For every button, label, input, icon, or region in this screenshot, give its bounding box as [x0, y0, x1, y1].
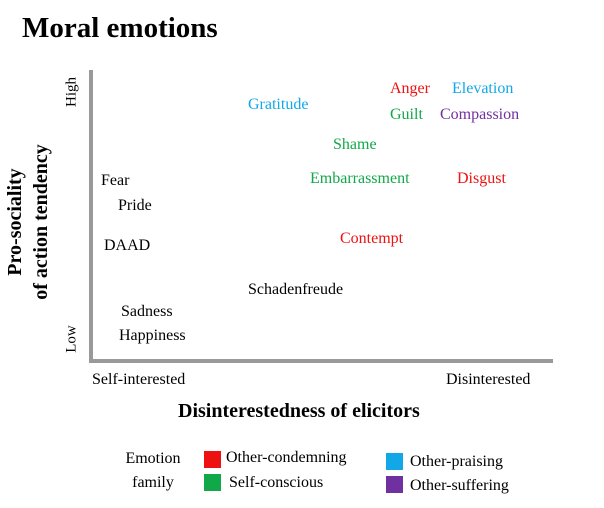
legend-title-line1: Emotion	[125, 450, 181, 467]
legend-title-line2: family	[132, 474, 174, 491]
emotion-embarrassment: Embarrassment	[310, 170, 410, 187]
emotion-elevation: Elevation	[452, 80, 514, 97]
legend-label-other-condemning: Other-condemning	[226, 449, 347, 466]
emotion-compassion: Compassion	[440, 106, 520, 123]
legend-swatch-other-praising	[386, 453, 403, 470]
emotion-contempt: Contempt	[340, 230, 404, 247]
emotion-schadenfreude: Schadenfreude	[248, 281, 344, 298]
emotion-disgust: Disgust	[457, 170, 506, 187]
legend-swatch-other-condemning	[204, 451, 221, 468]
legend-swatch-other-suffering	[386, 476, 403, 493]
emotion-gratitude: Gratitude	[248, 96, 309, 113]
x-axis-line	[89, 359, 553, 363]
x-axis-label: Disinterestedness of elicitors	[178, 400, 420, 422]
y-tick-low: Low	[63, 325, 80, 353]
emotion-sadness: Sadness	[121, 303, 173, 320]
y-axis-label-line1: Pro-sociality	[4, 168, 26, 276]
legend-swatch-self-conscious	[204, 474, 221, 491]
legend-label-self-conscious: Self-conscious	[229, 474, 324, 491]
y-axis-label-line2: of action tendency	[30, 144, 52, 300]
y-axis-line	[89, 70, 93, 362]
page-title: Moral emotions	[22, 12, 218, 44]
emotion-guilt: Guilt	[390, 106, 423, 123]
emotion-pride: Pride	[118, 197, 152, 214]
emotion-fear: Fear	[101, 172, 130, 189]
emotion-anger: Anger	[390, 80, 430, 97]
legend-label-other-praising: Other-praising	[410, 453, 503, 470]
emotion-shame: Shame	[333, 136, 377, 153]
x-tick-disinterested: Disinterested	[446, 371, 531, 388]
legend-label-other-suffering: Other-suffering	[410, 477, 509, 494]
emotion-daad: DAAD	[104, 237, 151, 254]
legend-title: Emotion family	[113, 447, 193, 495]
y-tick-high: High	[63, 77, 80, 107]
emotion-happiness: Happiness	[119, 327, 186, 344]
x-tick-self-interested: Self-interested	[92, 371, 186, 388]
